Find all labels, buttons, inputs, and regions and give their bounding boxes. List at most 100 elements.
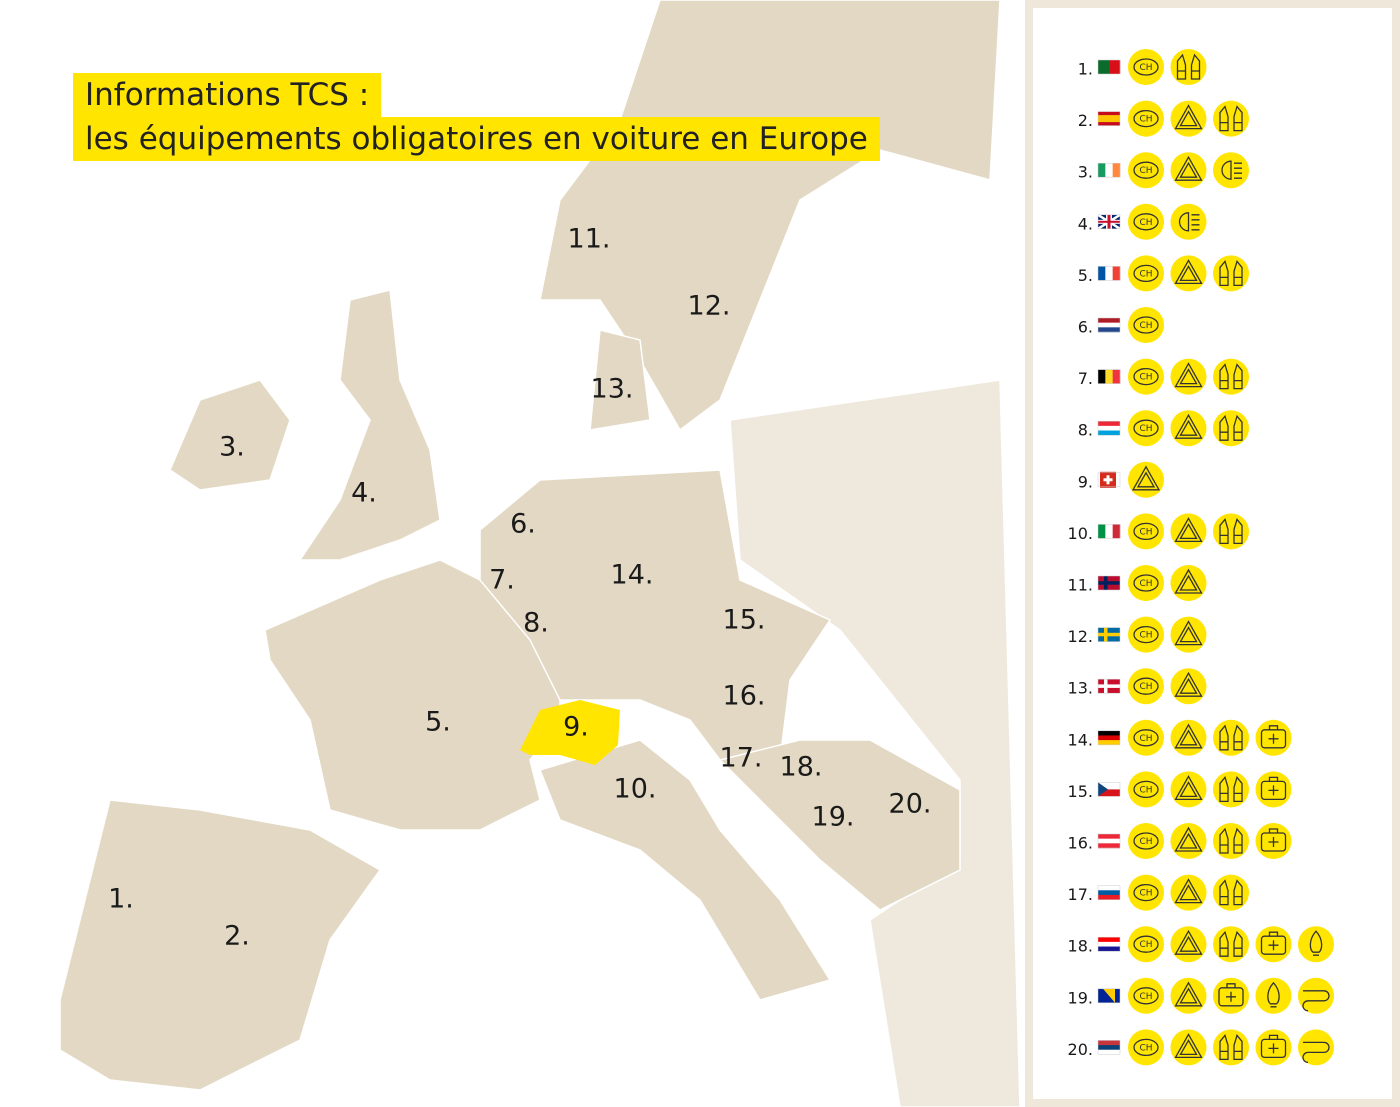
flag-border xyxy=(1097,782,1121,797)
flag-part xyxy=(1098,941,1120,947)
flag-border xyxy=(1097,833,1121,849)
icon-triangle xyxy=(1174,671,1203,697)
icon-light xyxy=(1221,160,1242,180)
icon-ch-text: CH xyxy=(1139,321,1152,331)
icon-badge xyxy=(1170,719,1207,756)
icon-rope xyxy=(1302,990,1330,1012)
legend-row: 19. CH xyxy=(1068,977,1334,1014)
icon-badge xyxy=(1128,668,1164,705)
icon-aid xyxy=(1260,1038,1287,1059)
map-label: 15. xyxy=(723,605,766,636)
icon-triangle xyxy=(1174,104,1203,130)
map-label: 3. xyxy=(219,432,245,463)
flag-part xyxy=(1098,425,1120,431)
icon-ch xyxy=(1133,729,1159,747)
icon-badge xyxy=(1298,1029,1334,1066)
icon-triangle xyxy=(1174,929,1203,955)
flag-part xyxy=(1105,524,1113,539)
legend-number: 14. xyxy=(1068,730,1093,749)
icon-triangle xyxy=(1174,878,1203,904)
icon-ch xyxy=(1133,935,1159,953)
flag-part xyxy=(1098,782,1120,790)
flag-part xyxy=(1098,430,1120,436)
legend-row: 14. CH xyxy=(1068,719,1292,756)
legend-number: 13. xyxy=(1068,679,1093,698)
icon-ch xyxy=(1133,367,1159,386)
map-label: 5. xyxy=(425,707,451,738)
flag-part xyxy=(1098,327,1120,333)
flag-part xyxy=(1098,524,1106,539)
flag-part xyxy=(1109,60,1121,74)
map-label: 11. xyxy=(568,224,611,255)
title-line: Informations TCS : xyxy=(73,73,382,117)
icon-badge xyxy=(1128,203,1164,240)
flag-part xyxy=(1098,421,1120,427)
flag-part xyxy=(1098,60,1110,74)
icon-ch-text: CH xyxy=(1139,785,1152,795)
icon-badge xyxy=(1213,926,1249,963)
flag-part xyxy=(1103,988,1115,1003)
flag-border xyxy=(1097,988,1121,1004)
icon-badge xyxy=(1170,616,1207,653)
legend-number: 4. xyxy=(1078,214,1093,233)
flag-part xyxy=(1098,838,1120,844)
icon-vest xyxy=(1219,827,1243,854)
flag-part xyxy=(1098,369,1106,384)
legend-number: 6. xyxy=(1078,318,1093,337)
map-label: 2. xyxy=(224,921,250,952)
icon-aid xyxy=(1260,832,1287,852)
flag-border xyxy=(1097,59,1121,75)
legend-number: 9. xyxy=(1078,472,1093,491)
icon-triangle xyxy=(1131,465,1161,491)
icon-badge xyxy=(1128,719,1164,756)
map-label: 7. xyxy=(489,565,515,596)
icon-ch xyxy=(1133,625,1159,644)
flag-part xyxy=(1098,890,1120,896)
icon-ch xyxy=(1133,419,1159,437)
icon-ch xyxy=(1133,883,1159,902)
flag-border xyxy=(1097,111,1121,126)
legend-number: 8. xyxy=(1078,421,1093,440)
icon-badge xyxy=(1128,513,1164,550)
legend-row: 16. CH xyxy=(1068,823,1292,859)
icon-triangle xyxy=(1174,155,1203,181)
flag-part xyxy=(1098,1045,1120,1051)
flag-border xyxy=(1097,162,1121,178)
icon-badge xyxy=(1213,823,1249,859)
map-label: 10. xyxy=(614,774,657,805)
icon-ch-text: CH xyxy=(1139,682,1152,692)
flag-part xyxy=(1112,369,1121,384)
legend-row: 2. CH xyxy=(1078,100,1249,137)
icon-badge xyxy=(1128,874,1164,911)
icon-bulb xyxy=(1267,981,1280,1008)
icon-badge xyxy=(1213,100,1249,137)
map-label: 8. xyxy=(523,608,549,639)
legend-row: 15. CH xyxy=(1068,771,1292,808)
icon-badge xyxy=(1128,977,1164,1014)
flag-part xyxy=(1105,369,1113,384)
legend-panel xyxy=(1025,0,1400,1107)
flag-part xyxy=(1107,214,1111,229)
icon-triangle xyxy=(1174,775,1203,801)
icon-ch-text: CH xyxy=(1139,115,1152,125)
icon-ch xyxy=(1133,522,1159,541)
icon-ch-text: CH xyxy=(1139,1043,1152,1053)
icon-badge xyxy=(1128,358,1164,395)
legend-row: 7. CH xyxy=(1078,358,1249,395)
icon-aid xyxy=(1268,931,1279,951)
icon-aid xyxy=(1260,780,1287,801)
icon-badge xyxy=(1128,565,1164,601)
icon-badge xyxy=(1170,565,1207,601)
flag-border xyxy=(1097,317,1121,333)
map-label: 16. xyxy=(723,681,766,712)
icon-badge xyxy=(1170,358,1207,395)
flag-part xyxy=(1098,894,1120,900)
icon-vest xyxy=(1219,260,1243,287)
legend-row: 10. CH xyxy=(1068,513,1249,550)
icon-badge xyxy=(1128,771,1164,808)
map-label: 12. xyxy=(688,291,731,322)
legend-row: 5. CH xyxy=(1078,255,1249,292)
map-label: 4. xyxy=(351,478,377,509)
